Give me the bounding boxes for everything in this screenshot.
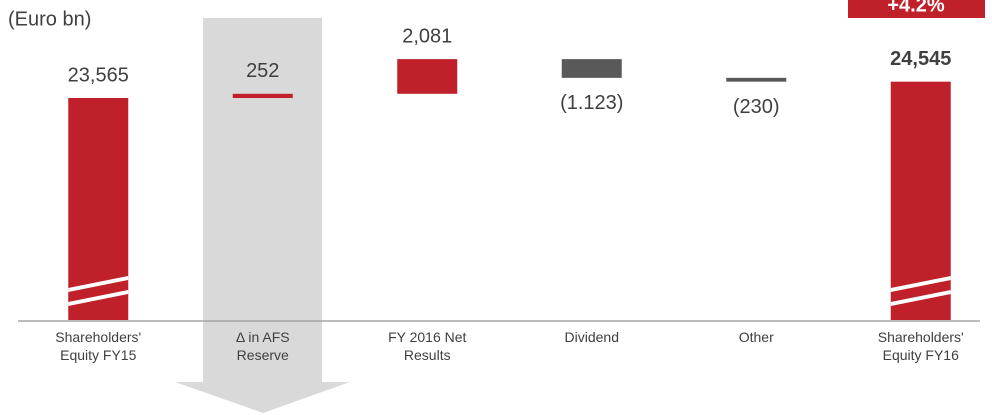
bar [397, 59, 458, 94]
arrow-head [175, 382, 350, 413]
bar [726, 77, 787, 82]
unit-label: (Euro bn) [8, 8, 91, 30]
badge [848, 0, 985, 18]
value-label: 2,081 [402, 25, 452, 47]
value-label: 23,565 [68, 64, 129, 86]
axis-break [68, 290, 129, 306]
axis-break [68, 276, 129, 292]
value-label: (230) [733, 96, 780, 118]
category-label: Dividend [564, 329, 619, 345]
value-label: 24,545 [890, 48, 951, 70]
bar [232, 93, 293, 98]
category-label: Δ in AFS Reserve [235, 329, 290, 363]
category-label: Other [738, 329, 774, 345]
badge-text: +4.2% [887, 0, 944, 16]
category-label: Shareholders' Equity FY16 [877, 329, 964, 363]
category-label: FY 2016 Net Results [388, 329, 467, 363]
category-label: Shareholders' Equity FY15 [55, 329, 142, 363]
axis-break [890, 276, 951, 292]
value-label: (1.123) [560, 92, 623, 114]
bar [561, 59, 622, 78]
value-label: 252 [246, 60, 279, 82]
axis-break [890, 290, 951, 306]
